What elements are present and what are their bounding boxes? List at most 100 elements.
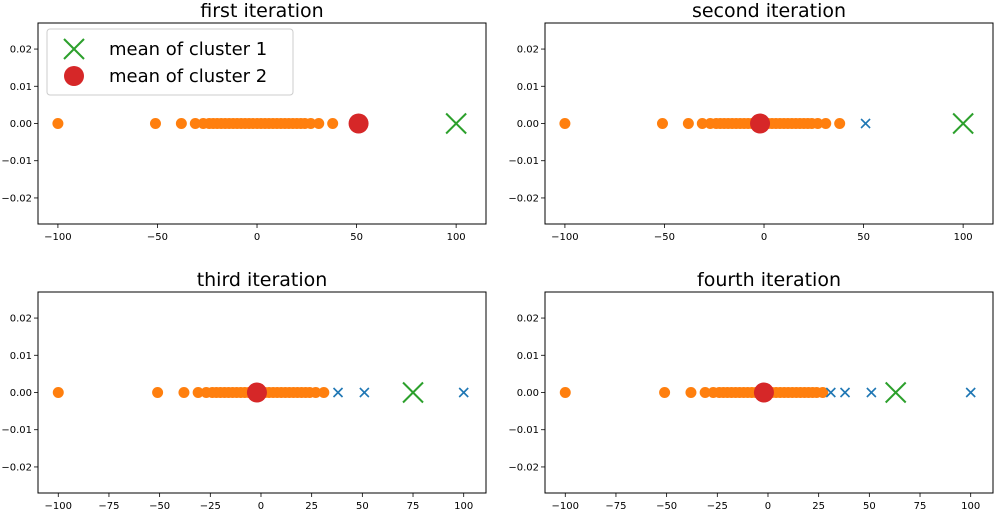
excluded-point (866, 387, 877, 398)
y-tick-label: 0.00 (10, 119, 32, 130)
x-tick-label: −100 (45, 501, 72, 510)
y-tick-label: −0.02 (508, 462, 539, 473)
cluster-1-mean (402, 381, 424, 404)
data-point (305, 118, 317, 129)
data-point (699, 387, 711, 398)
x-tick-label: −100 (552, 501, 579, 510)
panel-title: second iteration (692, 0, 846, 22)
y-tick-label: 0.01 (10, 82, 32, 93)
y-tick-label: −0.02 (508, 193, 539, 204)
data-point (310, 387, 322, 398)
data-point (656, 118, 668, 129)
data-point (685, 387, 697, 398)
data-point (189, 118, 201, 129)
data-point (834, 118, 846, 129)
x-tick-label: 0 (258, 501, 264, 510)
x-tick-label: −50 (656, 501, 677, 510)
excluded-point (458, 387, 469, 398)
panel-3: third iteration 0.02 0.01 0.00 −0.01 −0.02 −10… (1, 269, 487, 510)
x-tick-label: 50 (350, 232, 363, 243)
y-tick-label: −0.02 (1, 193, 32, 204)
legend: mean of cluster 1 mean of cluster 2 (46, 28, 294, 96)
data-point (559, 118, 571, 129)
x-tick-label: 25 (305, 501, 318, 510)
excluded-point (860, 118, 871, 129)
y-tick-label: −0.01 (508, 156, 539, 167)
x-tick-label: 0 (765, 501, 771, 510)
x-tick-label: 100 (447, 232, 466, 243)
y-tick-label: 0.02 (10, 314, 32, 325)
cluster-2-mean (348, 113, 369, 134)
legend-label: mean of cluster 2 (109, 66, 267, 87)
panel-title: fourth iteration (697, 269, 841, 291)
data-point (175, 118, 187, 129)
data-point (812, 118, 824, 129)
data-point (313, 118, 325, 129)
x-tick-label: −75 (605, 501, 626, 510)
cluster-2-mean (750, 113, 771, 134)
excluded-point (965, 387, 976, 398)
panel-4: fourth iteration 0.02 0.01 0.00 −0.01 −0.02 −1… (508, 269, 994, 510)
legend-cluster-1-marker (63, 38, 85, 60)
x-tick-label: −25 (707, 501, 728, 510)
y-tick-label: 0.01 (517, 82, 539, 93)
data-point (682, 118, 694, 129)
data-point (327, 118, 339, 129)
x-tick-label: −25 (200, 501, 221, 510)
x-tick-label: −100 (551, 232, 578, 243)
y-tick-label: 0.02 (517, 314, 539, 325)
x-tick-label: 50 (356, 501, 369, 510)
data-point (52, 387, 64, 398)
panel-title: first iteration (200, 0, 323, 22)
data-point (817, 387, 829, 398)
x-tick-label: −50 (147, 232, 168, 243)
data-point (192, 387, 204, 398)
y-tick-label: 0.02 (10, 45, 32, 56)
data-point (659, 387, 671, 398)
x-tick-label: 0 (254, 232, 260, 243)
data-point (820, 118, 832, 129)
y-tick-label: −0.02 (1, 462, 32, 473)
x-tick-label: 100 (954, 232, 973, 243)
excluded-point (839, 387, 851, 398)
y-tick-label: −0.01 (1, 156, 32, 167)
x-tick-label: −50 (149, 501, 170, 510)
panel-1: first iteration 0.02 0.01 0.00 −0.01 −0.02 −10… (1, 0, 487, 243)
cluster-1-mean (884, 381, 907, 404)
legend-cluster-2-marker (64, 66, 84, 86)
y-tick-label: 0.00 (517, 119, 539, 130)
x-tick-label: 100 (454, 501, 473, 510)
excluded-point (332, 387, 344, 398)
y-tick-label: −0.01 (1, 425, 32, 436)
y-tick-label: 0.00 (517, 388, 539, 399)
data-point (318, 387, 330, 398)
x-tick-label: −100 (44, 232, 71, 243)
x-tick-label: −50 (654, 232, 675, 243)
cluster-2-mean (246, 382, 267, 403)
x-tick-label: 100 (961, 501, 980, 510)
cluster-1-mean (952, 112, 974, 135)
data-point (152, 387, 164, 398)
panel-title: third iteration (197, 269, 328, 291)
y-tick-label: 0.01 (10, 351, 32, 362)
x-tick-label: 25 (812, 501, 825, 510)
excluded-point (359, 387, 370, 398)
legend-label: mean of cluster 1 (109, 39, 267, 60)
y-tick-label: 0.00 (10, 388, 32, 399)
data-point (559, 387, 571, 398)
legend-frame (46, 28, 294, 96)
x-tick-label: 75 (914, 501, 927, 510)
x-tick-label: 75 (407, 501, 420, 510)
y-tick-label: −0.01 (508, 425, 539, 436)
data-point (696, 118, 708, 129)
x-tick-label: 50 (857, 232, 870, 243)
cluster-2-mean (753, 382, 774, 403)
y-tick-label: 0.01 (517, 351, 539, 362)
data-point (149, 118, 161, 129)
x-tick-label: 0 (761, 232, 767, 243)
x-tick-label: 50 (863, 501, 876, 510)
y-tick-label: 0.02 (517, 45, 539, 56)
cluster-1-mean (445, 112, 467, 135)
data-point (52, 118, 64, 129)
